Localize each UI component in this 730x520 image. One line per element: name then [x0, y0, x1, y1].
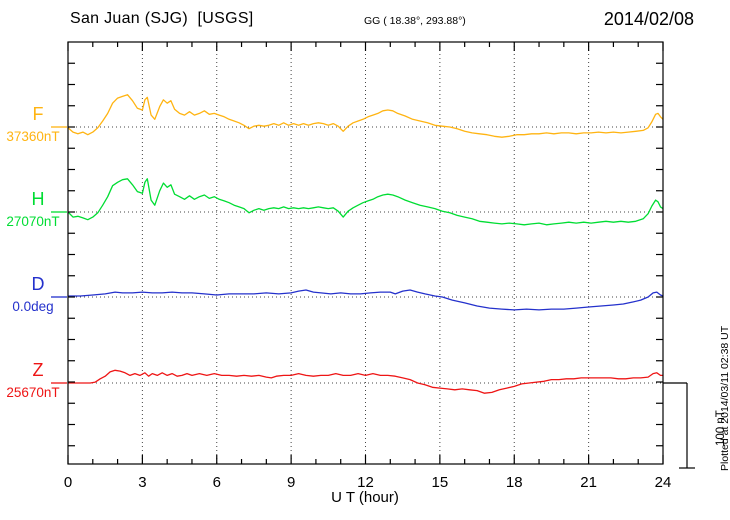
x-tick-label-0: 0	[63, 474, 73, 491]
station-title: San Juan (SJG) [USGS]	[70, 10, 254, 27]
channel-label-D: D	[31, 274, 45, 294]
plotted-at-note: Plotted at 2014/03/11 02:38 UT	[719, 325, 730, 471]
trace-H	[67, 178, 664, 226]
channel-baseline-F: 37360nT	[6, 129, 60, 144]
plot-date: 2014/02/08	[603, 9, 694, 29]
trace-Z	[68, 369, 663, 394]
channel-baseline-H: 27070nT	[6, 214, 60, 229]
x-tick-label-12: 12	[357, 474, 374, 491]
channel-label-Z: Z	[32, 360, 44, 380]
x-tick-label-18: 18	[505, 474, 523, 491]
x-axis-label: U T (hour)	[331, 489, 399, 506]
x-tick-label-15: 15	[431, 474, 449, 491]
x-tick-label-21: 21	[580, 474, 597, 491]
channel-baseline-Z: 25670nT	[6, 385, 60, 400]
plot-frame	[67, 41, 664, 465]
channel-baseline-D: 0.0deg	[12, 299, 54, 314]
geo-coordinates: GG ( 18.38°, 293.88°)	[364, 15, 466, 27]
x-tick-label-24: 24	[654, 474, 672, 491]
channel-label-F: F	[32, 104, 44, 124]
x-tick-label-6: 6	[212, 474, 221, 491]
channel-label-H: H	[31, 189, 45, 209]
x-tick-label-3: 3	[138, 474, 147, 491]
trace-F	[67, 94, 664, 138]
trace-D	[68, 289, 664, 311]
x-tick-label-9: 9	[286, 474, 296, 491]
